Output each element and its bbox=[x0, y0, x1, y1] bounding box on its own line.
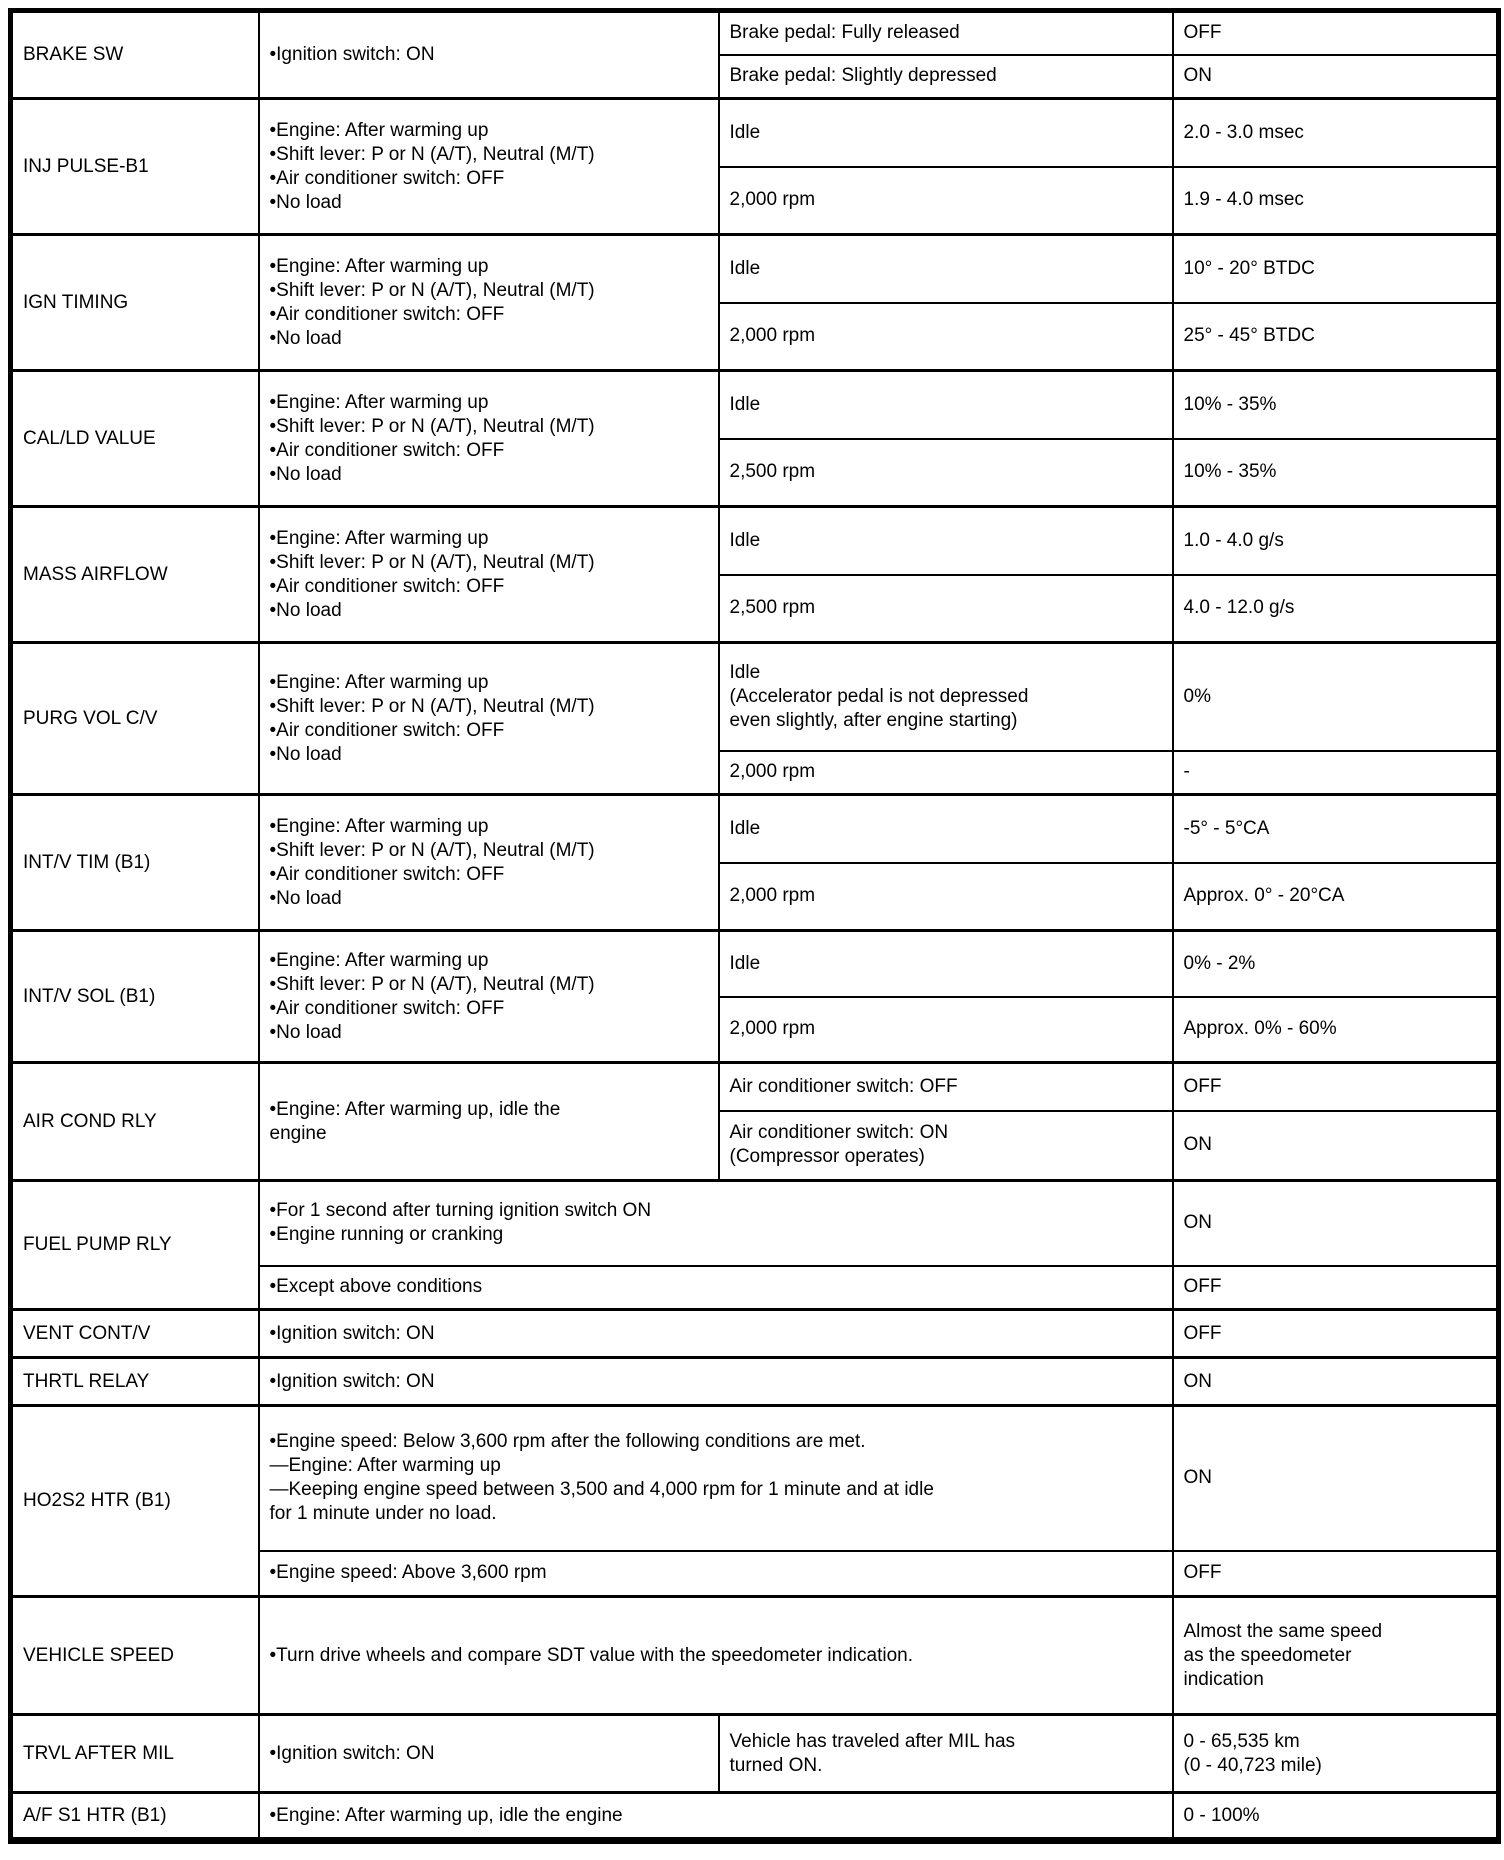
condition-cell: •Ignition switch: ON bbox=[257, 1308, 1174, 1359]
spec-value-cell: OFF bbox=[1171, 1549, 1500, 1598]
sub-condition-cell: 2,000 rpm bbox=[717, 749, 1174, 796]
condition-cell: •Ignition switch: ON bbox=[257, 9, 720, 100]
spec-value-cell: 2.0 - 3.0 msec bbox=[1171, 97, 1500, 168]
table-row: VENT CONT/V •Ignition switch: ON OFF bbox=[9, 1308, 1500, 1359]
sub-condition-cell: Idle bbox=[717, 505, 1174, 576]
monitor-item-cell: VEHICLE SPEED bbox=[9, 1595, 260, 1716]
condition-cell: •Engine: After warming up, idle the engi… bbox=[257, 1061, 720, 1182]
monitor-item-cell: INJ PULSE-B1 bbox=[9, 97, 260, 236]
monitor-item-cell: VENT CONT/V bbox=[9, 1308, 260, 1359]
spec-value-cell: ON bbox=[1171, 53, 1500, 100]
condition-cell: •Engine: After warming up •Shift lever: … bbox=[257, 929, 720, 1064]
spec-value-cell: - bbox=[1171, 749, 1500, 796]
spec-value-cell: OFF bbox=[1171, 1061, 1500, 1112]
sub-condition-cell: Idle bbox=[717, 793, 1174, 864]
spec-value-cell: 10% - 35% bbox=[1171, 369, 1500, 440]
spec-value-cell: Approx. 0% - 60% bbox=[1171, 995, 1500, 1064]
sub-condition-cell: Brake pedal: Fully released bbox=[717, 9, 1174, 56]
sub-condition-cell: 2,000 rpm bbox=[717, 165, 1174, 236]
table-row: HO2S2 HTR (B1) •Engine speed: Below 3,60… bbox=[9, 1404, 1500, 1598]
spec-value-cell: ON bbox=[1171, 1109, 1500, 1182]
monitor-item-cell: FUEL PUMP RLY bbox=[9, 1179, 260, 1311]
sub-condition-cell: Idle bbox=[717, 97, 1174, 168]
table-row: INT/V TIM (B1) •Engine: After warming up… bbox=[9, 793, 1500, 932]
monitor-item-cell: AIR COND RLY bbox=[9, 1061, 260, 1182]
sub-condition-cell: Idle bbox=[717, 929, 1174, 998]
spec-value-cell: -5° - 5°CA bbox=[1171, 793, 1500, 864]
spec-value-cell: 4.0 - 12.0 g/s bbox=[1171, 573, 1500, 644]
sub-condition-cell: Air conditioner switch: ON (Compressor o… bbox=[717, 1109, 1174, 1182]
condition-cell: •For 1 second after turning ignition swi… bbox=[257, 1179, 1174, 1267]
spec-value-cell: ON bbox=[1171, 1179, 1500, 1267]
monitor-item-cell: HO2S2 HTR (B1) bbox=[9, 1404, 260, 1598]
monitor-item-cell: MASS AIRFLOW bbox=[9, 505, 260, 644]
condition-cell: •Engine: After warming up, idle the engi… bbox=[257, 1791, 1174, 1842]
condition-cell: •Except above conditions bbox=[257, 1264, 1174, 1311]
spec-value-cell: OFF bbox=[1171, 1264, 1500, 1311]
table-row: BRAKE SW •Ignition switch: ON Brake peda… bbox=[9, 9, 1500, 100]
table-row: A/F S1 HTR (B1) •Engine: After warming u… bbox=[9, 1791, 1500, 1842]
sub-condition-cell: 2,500 rpm bbox=[717, 573, 1174, 644]
sub-condition-cell: Idle bbox=[717, 233, 1174, 304]
condition-cell: •Engine: After warming up •Shift lever: … bbox=[257, 233, 720, 372]
monitor-item-cell: THRTL RELAY bbox=[9, 1356, 260, 1407]
sub-condition-cell: 2,000 rpm bbox=[717, 301, 1174, 372]
spec-value-cell: 10% - 35% bbox=[1171, 437, 1500, 508]
monitor-item-cell: INT/V TIM (B1) bbox=[9, 793, 260, 932]
monitor-item-cell: INT/V SOL (B1) bbox=[9, 929, 260, 1064]
spec-value-cell: Approx. 0° - 20°CA bbox=[1171, 861, 1500, 932]
spec-value-cell: OFF bbox=[1171, 9, 1500, 56]
condition-cell: •Engine speed: Below 3,600 rpm after the… bbox=[257, 1404, 1174, 1552]
monitor-item-cell: PURG VOL C/V bbox=[9, 641, 260, 796]
spec-value-cell: OFF bbox=[1171, 1308, 1500, 1359]
table-row: INT/V SOL (B1) •Engine: After warming up… bbox=[9, 929, 1500, 1064]
sub-condition-cell: 2,000 rpm bbox=[717, 861, 1174, 932]
condition-cell: •Engine: After warming up •Shift lever: … bbox=[257, 641, 720, 796]
condition-cell: •Engine: After warming up •Shift lever: … bbox=[257, 369, 720, 508]
sub-condition-cell: Vehicle has traveled after MIL has turne… bbox=[717, 1713, 1174, 1794]
spec-value-cell: 1.0 - 4.0 g/s bbox=[1171, 505, 1500, 576]
spec-value-cell: 25° - 45° BTDC bbox=[1171, 301, 1500, 372]
table-row: IGN TIMING •Engine: After warming up •Sh… bbox=[9, 233, 1500, 372]
monitor-item-cell: CAL/LD VALUE bbox=[9, 369, 260, 508]
table-row: THRTL RELAY •Ignition switch: ON ON bbox=[9, 1356, 1500, 1407]
condition-cell: •Ignition switch: ON bbox=[257, 1356, 1174, 1407]
spec-value-cell: 0 - 65,535 km (0 - 40,723 mile) bbox=[1171, 1713, 1500, 1794]
table-row: PURG VOL C/V •Engine: After warming up •… bbox=[9, 641, 1500, 796]
table-row: FUEL PUMP RLY •For 1 second after turnin… bbox=[9, 1179, 1500, 1311]
spec-value-cell: 0% - 2% bbox=[1171, 929, 1500, 998]
table-row: TRVL AFTER MIL •Ignition switch: ON Vehi… bbox=[9, 1713, 1500, 1794]
table-row: INJ PULSE-B1 •Engine: After warming up •… bbox=[9, 97, 1500, 236]
table-row: AIR COND RLY •Engine: After warming up, … bbox=[9, 1061, 1500, 1182]
sub-condition-cell: Idle bbox=[717, 369, 1174, 440]
monitor-item-cell: TRVL AFTER MIL bbox=[9, 1713, 260, 1794]
sub-condition-cell: Brake pedal: Slightly depressed bbox=[717, 53, 1174, 100]
spec-value-cell: Almost the same speed as the speedometer… bbox=[1171, 1595, 1500, 1716]
sub-condition-cell: Air conditioner switch: OFF bbox=[717, 1061, 1174, 1112]
monitor-item-cell: IGN TIMING bbox=[9, 233, 260, 372]
spec-value-cell: ON bbox=[1171, 1356, 1500, 1407]
spec-value-cell: 0% bbox=[1171, 641, 1500, 752]
sub-condition-cell: 2,500 rpm bbox=[717, 437, 1174, 508]
condition-cell: •Engine speed: Above 3,600 rpm bbox=[257, 1549, 1174, 1598]
monitor-item-cell: BRAKE SW bbox=[9, 9, 260, 100]
table-row: CAL/LD VALUE •Engine: After warming up •… bbox=[9, 369, 1500, 508]
condition-cell: •Engine: After warming up •Shift lever: … bbox=[257, 793, 720, 932]
data-monitor-table: BRAKE SW •Ignition switch: ON Brake peda… bbox=[8, 8, 1501, 1844]
spec-value-cell: 1.9 - 4.0 msec bbox=[1171, 165, 1500, 236]
condition-cell: •Turn drive wheels and compare SDT value… bbox=[257, 1595, 1174, 1716]
sub-condition-cell: 2,000 rpm bbox=[717, 995, 1174, 1064]
condition-cell: •Engine: After warming up •Shift lever: … bbox=[257, 505, 720, 644]
condition-cell: •Engine: After warming up •Shift lever: … bbox=[257, 97, 720, 236]
table-row: MASS AIRFLOW •Engine: After warming up •… bbox=[9, 505, 1500, 644]
condition-cell: •Ignition switch: ON bbox=[257, 1713, 720, 1794]
monitor-item-cell: A/F S1 HTR (B1) bbox=[9, 1791, 260, 1842]
spec-value-cell: 10° - 20° BTDC bbox=[1171, 233, 1500, 304]
sub-condition-cell: Idle (Accelerator pedal is not depressed… bbox=[717, 641, 1174, 752]
spec-value-cell: 0 - 100% bbox=[1171, 1791, 1500, 1842]
table-row: VEHICLE SPEED •Turn drive wheels and com… bbox=[9, 1595, 1500, 1716]
spec-value-cell: ON bbox=[1171, 1404, 1500, 1552]
